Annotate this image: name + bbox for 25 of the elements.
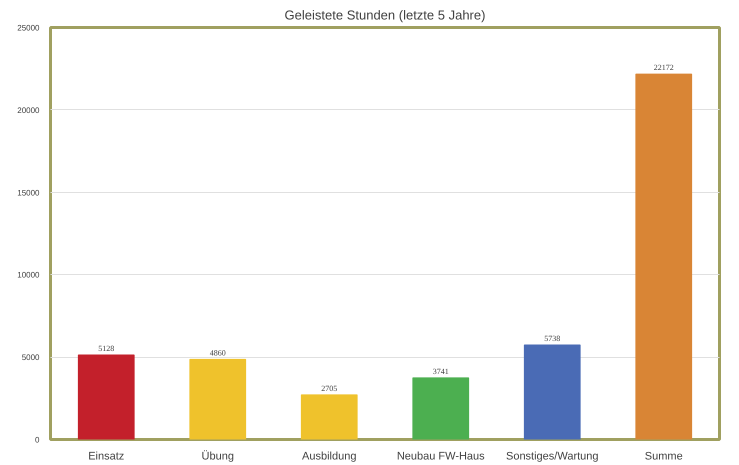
y-tick-label: 20000 (17, 106, 40, 115)
x-tick-label: Einsatz (88, 450, 124, 462)
x-tick-label: Summe (644, 450, 683, 462)
x-tick-label: Übung (202, 450, 234, 462)
data-label: 3741 (432, 366, 449, 376)
bar (412, 377, 470, 440)
y-tick-label: 5000 (22, 353, 40, 362)
x-tick-label: Ausbildung (302, 450, 356, 462)
data-label: 2705 (321, 384, 338, 393)
data-label: 5128 (98, 344, 114, 353)
y-tick-label: 10000 (17, 270, 40, 280)
y-tick-label: 25000 (17, 24, 40, 32)
y-tick-label: 0 (35, 436, 40, 444)
y-tick-label: 15000 (17, 188, 40, 198)
x-tick-label: Neubau FW-Haus (396, 450, 486, 462)
data-label: 5738 (544, 334, 560, 343)
bar (78, 354, 135, 440)
bar (635, 74, 692, 440)
chart-title: Geleistete Stunden (letzte 5 Jahre) (284, 8, 486, 22)
data-label: 22172 (654, 63, 674, 72)
x-tick-label: Sonstiges/Wartung (506, 450, 599, 462)
bar (524, 344, 581, 440)
bar (189, 358, 246, 440)
bar (300, 394, 358, 440)
data-label: 4860 (210, 348, 226, 358)
